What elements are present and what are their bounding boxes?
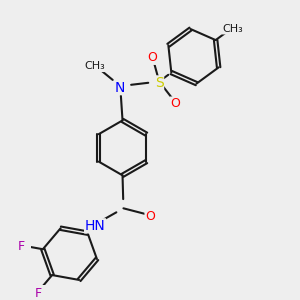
- Text: F: F: [34, 287, 41, 300]
- Text: HN: HN: [85, 219, 105, 233]
- Text: O: O: [170, 97, 180, 110]
- Text: F: F: [18, 240, 25, 253]
- Text: O: O: [145, 210, 155, 223]
- Text: N: N: [115, 81, 125, 94]
- Text: CH₃: CH₃: [222, 24, 243, 34]
- Text: S: S: [155, 76, 164, 90]
- Text: O: O: [147, 51, 157, 64]
- Text: CH₃: CH₃: [85, 61, 105, 71]
